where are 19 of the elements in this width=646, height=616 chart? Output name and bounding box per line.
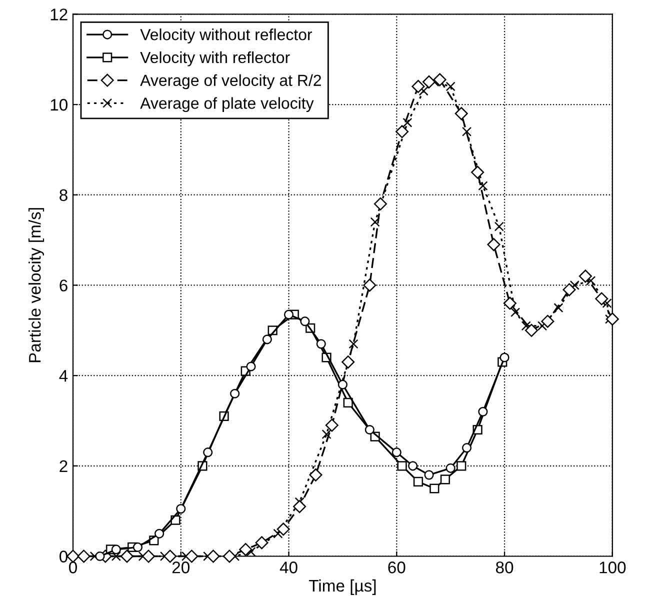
legend-label: Average of velocity at R/2 bbox=[140, 74, 321, 90]
legend-label: Velocity without reflector bbox=[140, 28, 312, 44]
y-tick-label: 0 bbox=[60, 550, 68, 562]
y-tick-label: 4 bbox=[59, 370, 68, 382]
x-tick-label: 60 bbox=[388, 562, 406, 574]
y-axis-title: Particle velocity [m/s] bbox=[28, 208, 44, 362]
x-tick-label: 80 bbox=[496, 562, 514, 574]
x-tick-label: 20 bbox=[172, 562, 190, 574]
legend-label: Velocity with reflector bbox=[140, 51, 290, 66]
y-tick-label: 12 bbox=[50, 8, 68, 20]
x-tick-label: 100 bbox=[600, 562, 626, 574]
y-tick-label: 8 bbox=[60, 189, 68, 202]
x-tick-label: 0 bbox=[69, 562, 77, 574]
y-tick-label: 2 bbox=[60, 460, 68, 472]
x-tick-label: 40 bbox=[280, 562, 298, 574]
x-axis-title: Time [µs] bbox=[308, 579, 376, 595]
y-tick-label: 10 bbox=[50, 98, 68, 111]
legend-label: Average of plate velocity bbox=[140, 97, 314, 112]
y-tick-label: 6 bbox=[60, 280, 68, 292]
